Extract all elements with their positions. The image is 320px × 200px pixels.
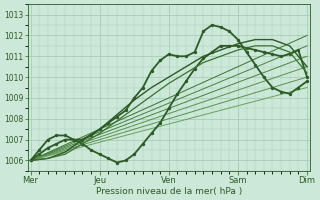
X-axis label: Pression niveau de la mer( hPa ): Pression niveau de la mer( hPa ) xyxy=(96,187,242,196)
